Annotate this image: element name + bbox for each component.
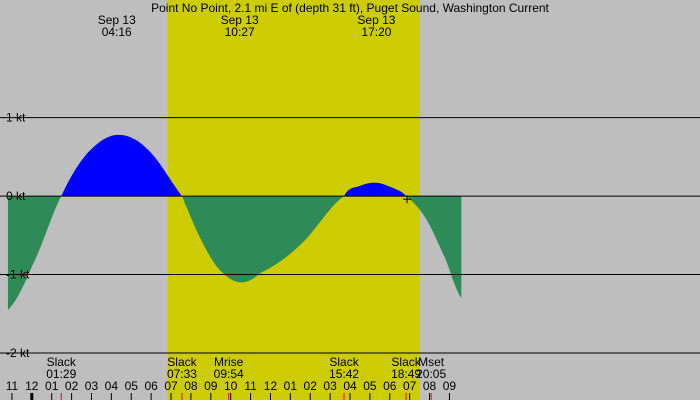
hour-label-15: 02 [304, 379, 318, 393]
top-event-time-2: 17:20 [361, 25, 391, 39]
flood-area-1 [61, 134, 182, 197]
y-label-2: -1 kt [6, 268, 30, 282]
top-event-date-1: Sep 13 [221, 13, 259, 27]
hour-label-2: 01 [45, 379, 59, 393]
current-areas [7, 134, 462, 310]
y-label-3: -2 kt [6, 346, 30, 360]
bottom-event-label-3: Slack [329, 355, 359, 369]
flood-area-3 [343, 182, 407, 197]
y-label-1: 0 kt [6, 189, 26, 203]
hour-label-11: 10 [224, 379, 238, 393]
hour-axis: 11 12 01 02 03 04 05 06 07 08 09 10 11 12 01 02 03 04 05 06… [6, 379, 457, 400]
hour-label-1: 12 [25, 379, 39, 393]
bottom-event-label-2: Mrise [214, 355, 244, 369]
ebb-area-2 [181, 196, 344, 283]
y-label-0: 1 kt [6, 111, 26, 125]
hour-label-14: 01 [284, 379, 298, 393]
hour-label-6: 05 [125, 379, 139, 393]
hour-label-4: 03 [85, 379, 99, 393]
hour-label-7: 06 [144, 379, 158, 393]
bottom-event-time-5: 20:05 [416, 367, 446, 381]
hour-label-0: 11 [6, 379, 19, 393]
bottom-event-label-1: Slack [167, 355, 197, 369]
bottom-event-label-0: Slack [47, 355, 77, 369]
ebb-area-0 [7, 196, 62, 310]
hour-label-12: 11 [244, 379, 257, 393]
top-event-date-2: Sep 13 [357, 13, 395, 27]
hour-label-20: 07 [403, 379, 417, 393]
hour-label-8: 07 [164, 379, 178, 393]
bottom-event-time-2: 09:54 [214, 367, 244, 381]
hour-label-3: 02 [65, 379, 79, 393]
hour-label-5: 04 [105, 379, 119, 393]
top-event-time-0: 04:16 [102, 25, 132, 39]
chart-title: Point No Point, 2.1 mi E of (depth 31 ft… [151, 1, 549, 15]
bottom-event-time-4: 18:49 [391, 367, 421, 381]
hour-label-9: 08 [184, 379, 198, 393]
bottom-event-label-5: Mset [418, 355, 445, 369]
bottom-event-labels: Slack01:29Slack07:33Mrise09:54Slack15:42… [46, 355, 446, 400]
hour-label-22: 09 [443, 379, 457, 393]
ebb-area-4 [406, 196, 462, 299]
bottom-event-label-4: Slack [391, 355, 421, 369]
hour-label-18: 05 [363, 379, 377, 393]
hour-label-17: 04 [343, 379, 357, 393]
hour-label-13: 12 [264, 379, 278, 393]
top-event-date-0: Sep 13 [98, 13, 136, 27]
hour-label-16: 03 [323, 379, 337, 393]
bottom-event-time-1: 07:33 [167, 367, 197, 381]
bottom-event-time-3: 15:42 [329, 367, 359, 381]
top-event-time-1: 10:27 [225, 25, 255, 39]
hour-label-21: 08 [423, 379, 437, 393]
y-gridlines: 1 kt 0 kt -1 kt -2 kt [0, 111, 700, 360]
hour-label-19: 06 [383, 379, 397, 393]
hour-label-10: 09 [204, 379, 218, 393]
bottom-event-time-0: 01:29 [46, 367, 76, 381]
current-time-marker [403, 195, 412, 204]
